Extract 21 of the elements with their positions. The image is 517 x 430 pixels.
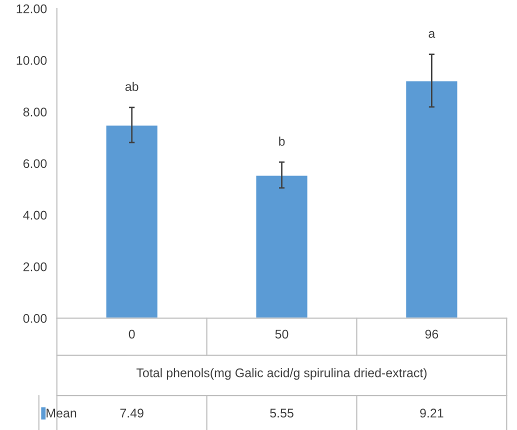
y-tick-label: 2.00 (23, 262, 47, 272)
data-label: 5.55 (270, 408, 294, 418)
legend-label: Mean (46, 408, 76, 418)
y-tick-label: 0.00 (23, 314, 47, 323)
bar (254, 174, 309, 318)
x-axis-title: Total phenols(mg Galic acid/g spirulina dried-extract) (136, 368, 427, 380)
y-tick-label: 10.00 (16, 56, 47, 65)
annotation: a (428, 31, 436, 38)
x-tick-label: 0 (128, 330, 135, 339)
x-tick-label: 96 (425, 330, 438, 339)
y-tick-label: 6.00 (23, 159, 47, 168)
data-label: 9.21 (420, 408, 444, 418)
x-tick-label: 50 (275, 330, 288, 339)
bar (404, 80, 459, 318)
bar (104, 124, 159, 318)
y-tick-label: 12.00 (16, 4, 47, 14)
y-tick-label: 8.00 (23, 108, 47, 116)
y-tick-label: 4.00 (23, 210, 47, 220)
annotation: ab (125, 82, 138, 92)
data-label: 7.49 (120, 408, 144, 418)
annotation: b (279, 136, 285, 146)
